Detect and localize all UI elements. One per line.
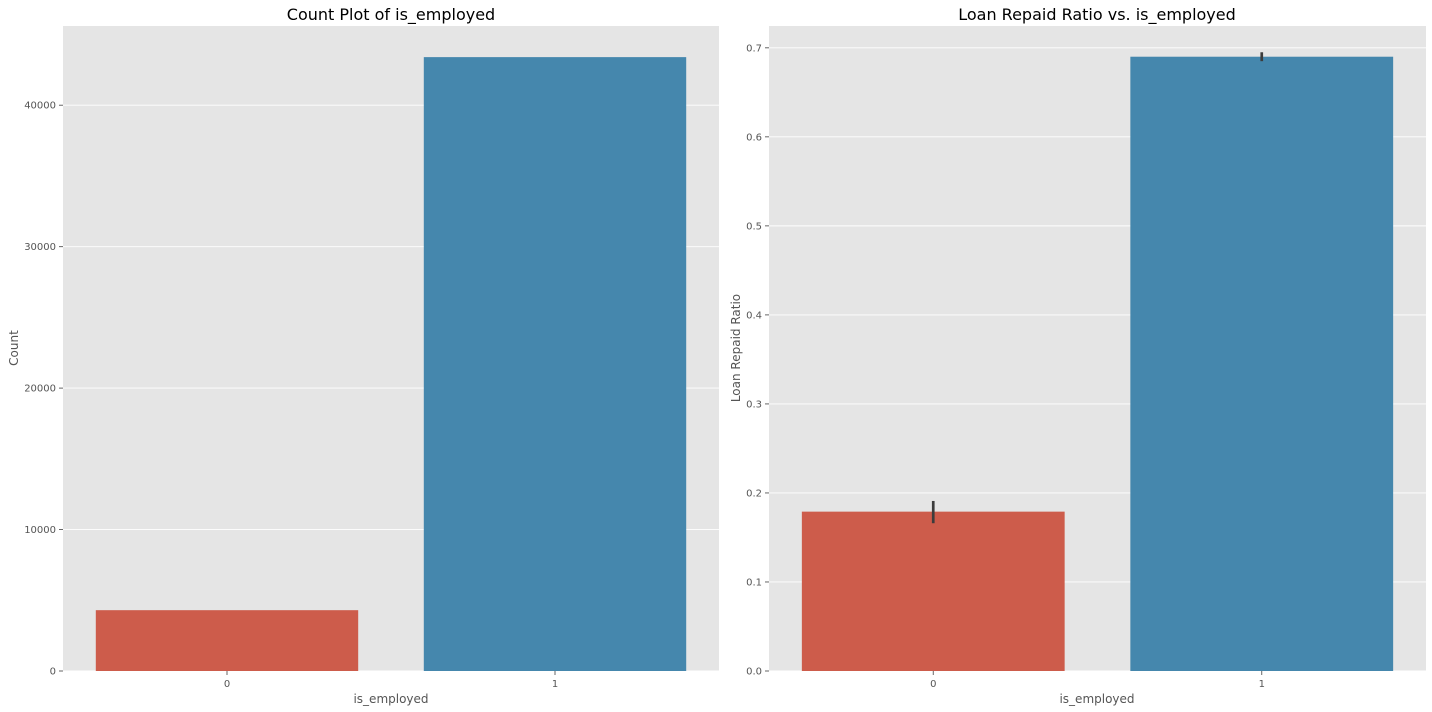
ratio-plot-y-axis-label: Loan Repaid Ratio xyxy=(729,294,743,402)
count-plot-y-tick-label: 10000 xyxy=(24,525,56,536)
count-plot-y-tick-label: 30000 xyxy=(24,242,56,253)
ratio-plot-title: Loan Repaid Ratio vs. is_employed xyxy=(958,5,1236,25)
count-plot-x-tick-label: 1 xyxy=(552,679,558,690)
ratio-plot-y-tick-label: 0.3 xyxy=(746,399,762,410)
count-plot-bar-1 xyxy=(423,57,687,672)
count-plot-bar-0 xyxy=(95,610,359,671)
ratio-plot-y-tick-label: 0.2 xyxy=(746,488,762,499)
ratio-plot-bar-0 xyxy=(801,511,1065,671)
ratio-plot-x-axis-label: is_employed xyxy=(1059,692,1134,706)
ratio-plot-y-tick-label: 0.4 xyxy=(746,310,762,321)
ratio-plot-bar-1 xyxy=(1130,56,1394,671)
ratio-plot-x-tick-label: 0 xyxy=(930,679,936,690)
count-plot-x-axis-label: is_employed xyxy=(353,692,428,706)
count-plot-y-tick-label: 20000 xyxy=(24,384,56,395)
ratio-plot-y-tick-label: 0.7 xyxy=(746,43,762,54)
count-plot-y-axis-label: Count xyxy=(7,330,21,366)
ratio-plot-y-tick-label: 0.5 xyxy=(746,221,762,232)
ratio-plot-panel: 0.0 0.1 0.2 0.3 0.4 0.5 0.6 0.7 0 1 Loan Repaid … xyxy=(729,5,1426,706)
count-plot-x-tick-label: 0 xyxy=(224,679,230,690)
count-plot-title: Count Plot of is_employed xyxy=(287,5,495,25)
ratio-plot-x-tick-label: 1 xyxy=(1259,679,1265,690)
count-plot-y-tick-label: 0 xyxy=(50,667,56,678)
ratio-plot-y-tick-label: 0.0 xyxy=(746,667,762,678)
count-plot-panel: 0 10000 20000 30000 40000 0 1 Count Plot of i… xyxy=(7,5,719,706)
ratio-plot-y-tick-label: 0.6 xyxy=(746,132,762,143)
ratio-plot-y-tick-label: 0.1 xyxy=(746,577,762,588)
count-plot-y-tick-label: 40000 xyxy=(24,101,56,112)
